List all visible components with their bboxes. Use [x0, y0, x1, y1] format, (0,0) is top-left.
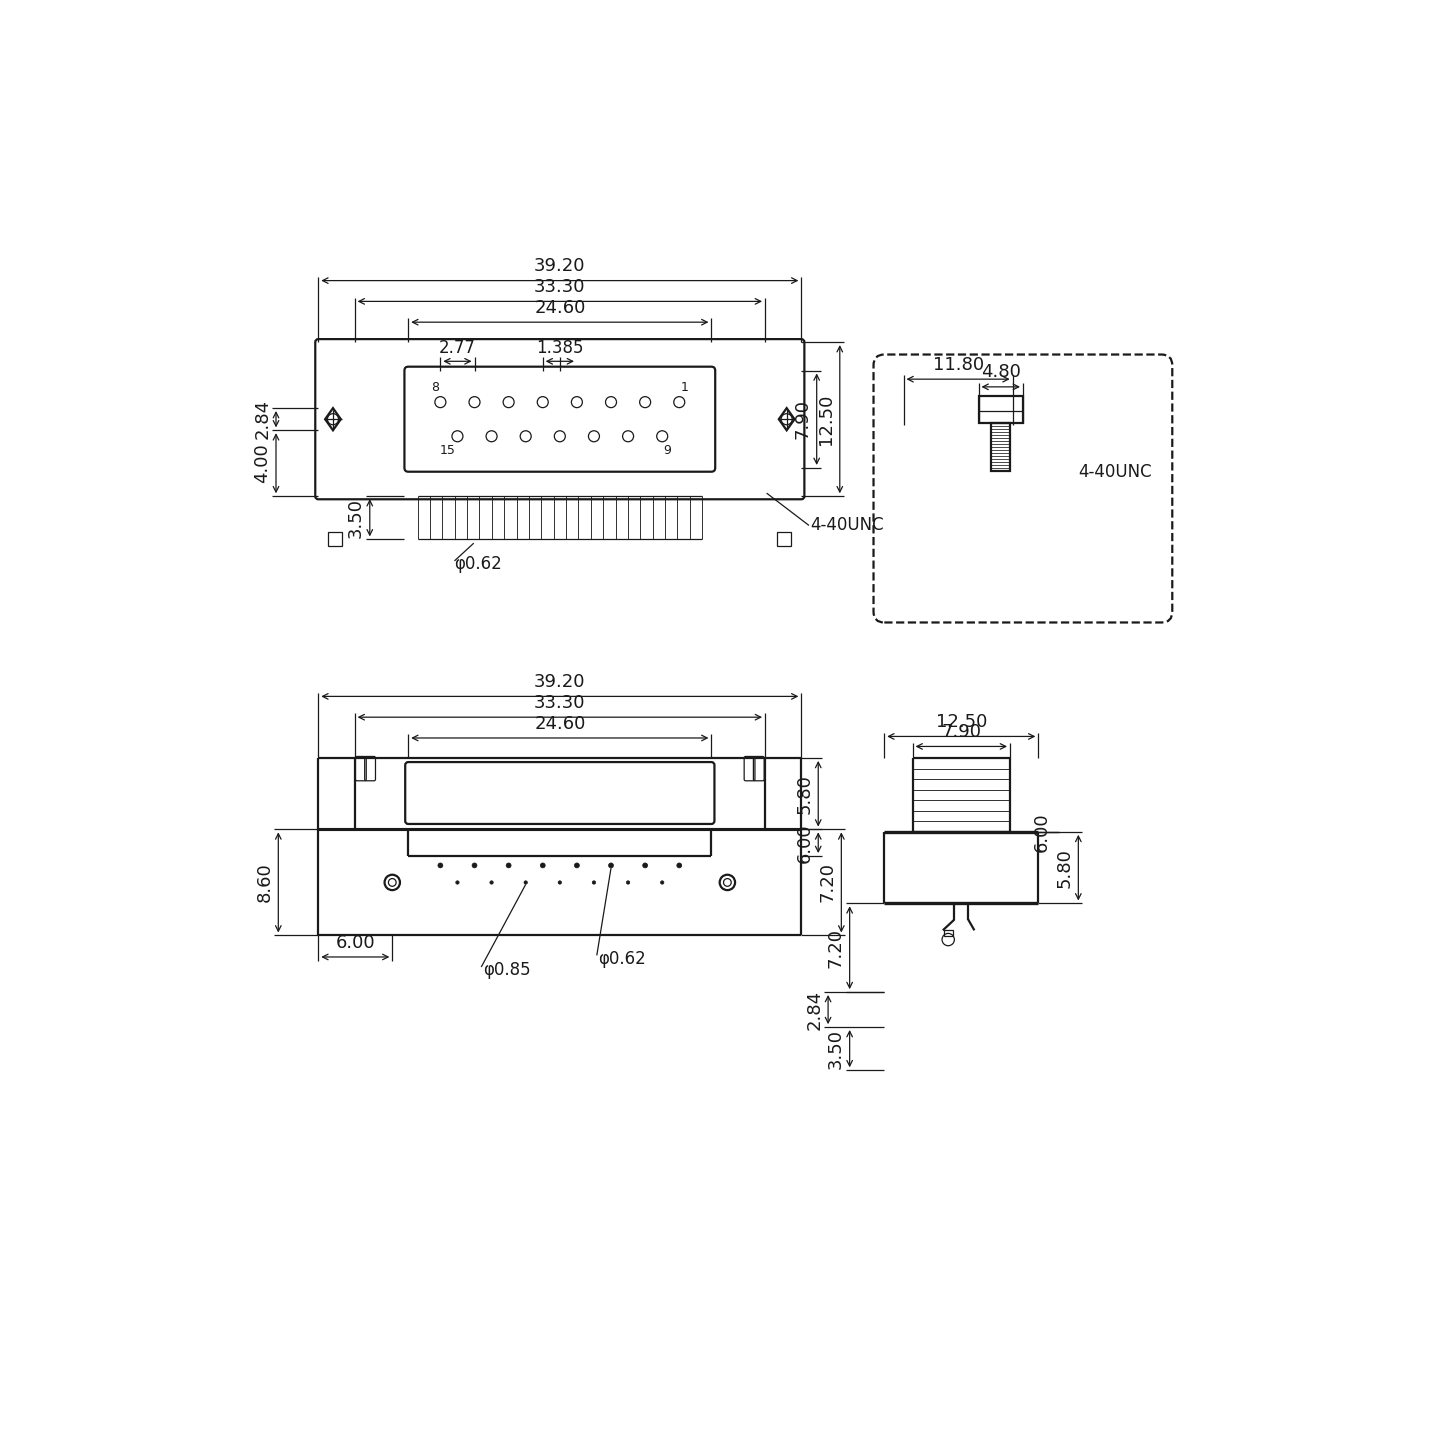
Text: 8: 8 — [431, 382, 439, 395]
Circle shape — [609, 863, 613, 868]
Circle shape — [592, 881, 596, 884]
Circle shape — [642, 863, 648, 868]
Text: 12.50: 12.50 — [816, 393, 835, 445]
Bar — [979, 396, 1022, 423]
Circle shape — [540, 863, 546, 868]
Text: 6.00: 6.00 — [1032, 812, 1050, 851]
Text: 33.30: 33.30 — [534, 694, 586, 711]
Circle shape — [677, 863, 681, 868]
Bar — [943, 930, 953, 936]
Circle shape — [472, 863, 477, 868]
Circle shape — [626, 881, 629, 884]
Circle shape — [438, 863, 444, 868]
Text: 7.90: 7.90 — [793, 399, 812, 439]
Text: 2.77: 2.77 — [439, 340, 475, 357]
Text: 1: 1 — [681, 382, 688, 395]
Text: 11.80: 11.80 — [933, 356, 984, 374]
Text: 4-40UNC: 4-40UNC — [811, 517, 884, 534]
Bar — [778, 533, 792, 546]
Text: 3.50: 3.50 — [827, 1028, 845, 1068]
Text: 9: 9 — [664, 444, 671, 456]
Text: 3.50: 3.50 — [347, 498, 364, 537]
Text: 39.20: 39.20 — [534, 672, 586, 691]
Circle shape — [661, 881, 664, 884]
Text: 6.00: 6.00 — [795, 822, 814, 863]
Text: φ0.62: φ0.62 — [599, 949, 647, 968]
Text: 15: 15 — [441, 444, 456, 456]
Circle shape — [524, 881, 527, 884]
Text: φ0.85: φ0.85 — [482, 960, 530, 979]
Text: 4-40UNC: 4-40UNC — [1079, 462, 1152, 481]
Text: 2.84: 2.84 — [805, 989, 824, 1030]
Text: 7.20: 7.20 — [827, 927, 845, 968]
Text: 6.00: 6.00 — [336, 933, 376, 952]
Bar — [991, 423, 1009, 471]
Bar — [328, 533, 343, 546]
Text: 5.80: 5.80 — [795, 773, 814, 814]
Text: 12.50: 12.50 — [936, 713, 986, 732]
Text: 8.60: 8.60 — [255, 863, 274, 903]
Text: 7.20: 7.20 — [818, 863, 837, 903]
Text: 24.60: 24.60 — [534, 298, 586, 317]
Circle shape — [490, 881, 494, 884]
Circle shape — [507, 863, 511, 868]
Circle shape — [575, 863, 579, 868]
Text: 24.60: 24.60 — [534, 714, 586, 733]
Text: 33.30: 33.30 — [534, 278, 586, 297]
Text: 4.80: 4.80 — [981, 363, 1021, 382]
Text: 39.20: 39.20 — [534, 258, 586, 275]
Circle shape — [559, 881, 562, 884]
Text: φ0.62: φ0.62 — [455, 554, 503, 573]
Text: 5.80: 5.80 — [1056, 848, 1073, 887]
Text: 4.00: 4.00 — [253, 444, 271, 482]
Text: 7.90: 7.90 — [942, 723, 981, 742]
Circle shape — [455, 881, 459, 884]
Text: 1.385: 1.385 — [536, 340, 583, 357]
Text: 2.84: 2.84 — [253, 399, 271, 439]
